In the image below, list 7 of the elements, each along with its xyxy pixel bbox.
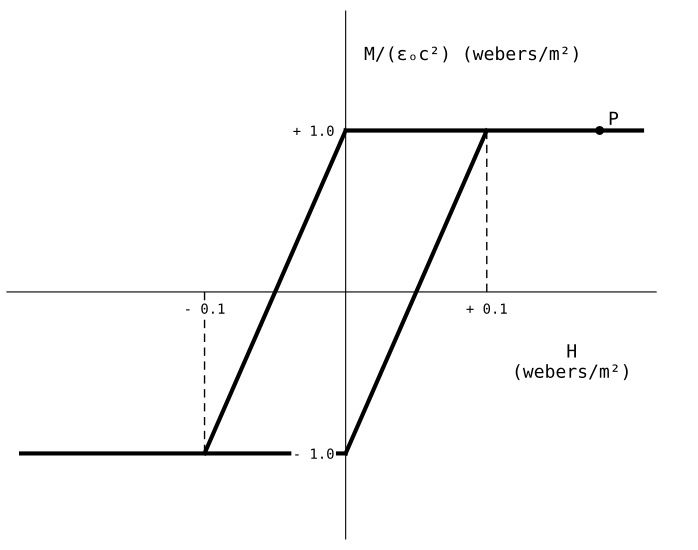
x-axis-title: H (webers/m²) bbox=[516, 344, 628, 380]
y-tick-label: - 1.0 bbox=[295, 448, 334, 459]
x-tick-label: - 0.1 bbox=[186, 303, 225, 314]
y-tick-label: + 1.0 bbox=[293, 125, 334, 136]
x-tick-label: + 0.1 bbox=[466, 303, 507, 314]
annotation: P bbox=[610, 112, 618, 125]
y-axis-title: M/(εₒc²) (webers/m²) bbox=[364, 46, 578, 62]
